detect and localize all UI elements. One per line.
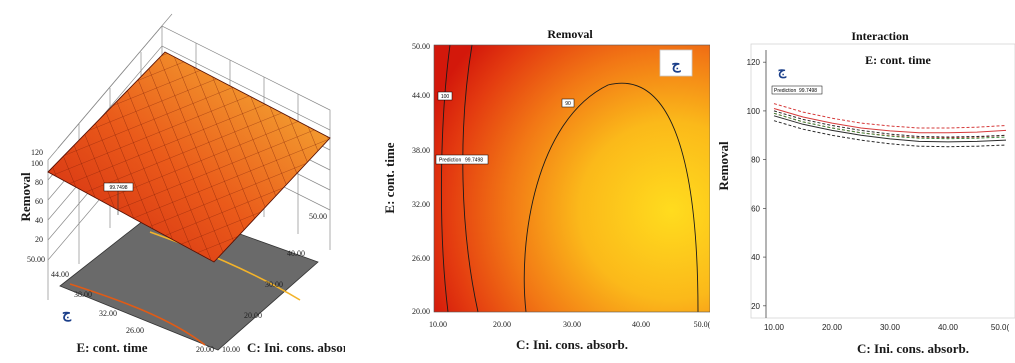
z-tick: 20 [35,235,43,244]
y-tick: 80 [751,156,760,165]
interaction-prediction-tag: Prediction 99.7498 [771,85,823,95]
interaction-series-line-2 [773,103,1007,129]
x-tick: 30.00 [880,323,901,332]
y-tick: 32.00 [99,309,117,318]
contour-line-100 [440,44,451,313]
x-tick: 20.00 [822,323,843,332]
prediction-tag: Prediction 99.7498 [435,154,489,165]
y-tick: 32.00 [412,200,430,209]
x-axis-ticks: 20.00 10.00 20.00 30.00 40.00 50.00 [196,212,327,354]
x-tick: 40.00 [938,323,959,332]
interaction-subtitle: E: cont. time [865,53,931,67]
x-tick: 30.00 [563,320,581,329]
surface-plot: 99.7498 120 100 80 60 40 20 Removal 50.0… [18,13,359,355]
surface-plot-panel: 99.7498 120 100 80 60 40 20 Removal 50.0… [0,0,359,358]
y-tick: 40 [751,253,760,262]
y-tick: 20.00 [412,307,430,316]
contour-title: Removal [547,27,593,41]
z-tick: 100 [31,159,43,168]
x-tick: 10.00 [429,320,447,329]
x-tick: 30.00 [265,280,283,289]
y-tick: 50.00 [412,42,430,51]
x-tick: 40.00 [287,249,305,258]
x-tick: 50.00 [309,212,327,221]
factor-badge: ج [659,49,693,77]
prediction-label: Prediction [774,88,796,94]
factor-glyph: ج [778,63,787,79]
contour-plot-panel: Removal 100 90 Prediction 99.7498 ج 50.0… [368,0,711,358]
interaction-plot-frame [750,43,1015,319]
y-tick: 44.00 [412,91,430,100]
x-tick: 20.00 [196,345,214,354]
interaction-series-line-1 [773,108,1007,134]
contour-line-90 [523,82,699,313]
y-axis-title: E: cont. time [76,340,147,355]
interaction-series-line-7 [773,112,1007,140]
floor-contour-line-2 [149,231,301,301]
x-tick: 40.00 [632,320,650,329]
interaction-title: Interaction [851,29,909,43]
contour-x-ticks: 10.00 20.00 30.00 40.00 50.0( [429,320,711,329]
x-tick: 50.0( [991,323,1010,332]
contour-y-ticks: 50.00 44.00 38.00 32.00 26.00 20.00 [412,42,430,316]
prediction-marker: 99.7498 [103,182,134,215]
contour-label: 100 [441,94,450,100]
x-tick: 20.00 [493,320,511,329]
factor-glyph: ج [62,307,72,322]
x-tick: 50.0( [694,320,710,329]
contour-x-title: C: Ini. cons. absorb. [516,337,628,352]
x-axis-title: C: Ini. cons. absorb. [247,340,345,355]
interaction-series-line-6 [773,120,1007,148]
interaction-y-title: Removal [716,141,731,190]
z-tick: 60 [35,197,43,206]
prediction-label: Prediction [439,158,461,164]
x-tick: 10.00 [222,345,240,354]
z-tick: 80 [35,178,43,187]
contour-label: 90 [565,101,571,107]
factor-glyph: ج [671,58,681,73]
contour-floor [59,205,319,351]
interaction-series-group [773,103,1007,148]
contour-line [462,44,479,313]
y-tick: 100 [747,107,761,116]
y-tick: 26.00 [412,254,430,263]
response-surface [47,51,331,263]
y-tick: 38.00 [74,290,92,299]
floor-contour-line [69,283,206,346]
y-tick: 120 [747,58,761,67]
surface-marker-label: 99.7498 [109,185,127,191]
contour-plot-area: 100 90 Prediction 99.7498 ج [433,44,711,313]
x-tick: 20.00 [244,311,262,320]
prediction-value: 99.7498 [465,158,483,164]
interaction-series-line-5 [773,110,1007,138]
interaction-x-title: C: Ini. cons. absorb. [857,341,969,356]
y-tick: 44.00 [51,270,69,279]
y-tick: 50.00 [27,255,45,264]
interaction-series-line-4 [773,115,1007,143]
contour-plot: Removal 100 90 Prediction 99.7498 ج 50.0… [382,27,711,352]
z-tick: 120 [31,148,43,157]
contour-y-title: E: cont. time [382,142,397,213]
x-tick: 10.00 [764,323,785,332]
prediction-value: 99.7498 [799,88,817,94]
z-axis-title: Removal [18,172,33,221]
z-tick: 40 [35,216,43,225]
y-tick: 20 [751,302,760,311]
z-axis-ticks: 120 100 80 60 40 20 [31,148,43,244]
y-tick: 26.00 [126,326,144,335]
interaction-y-ticks: 120 100 80 60 40 20 [747,58,766,311]
y-tick: 60 [751,204,760,213]
y-tick: 38.00 [412,146,430,155]
interaction-plot-panel: Interaction E: cont. time ج 120 100 80 60 40… [712,0,1015,358]
interaction-plot: Interaction E: cont. time ج 120 100 80 60 40… [716,29,1015,356]
interaction-x-ticks: 10.00 20.00 30.00 40.00 50.0( [764,323,1009,332]
y-axis-ticks: 50.00 44.00 38.00 32.00 26.00 [27,255,144,335]
